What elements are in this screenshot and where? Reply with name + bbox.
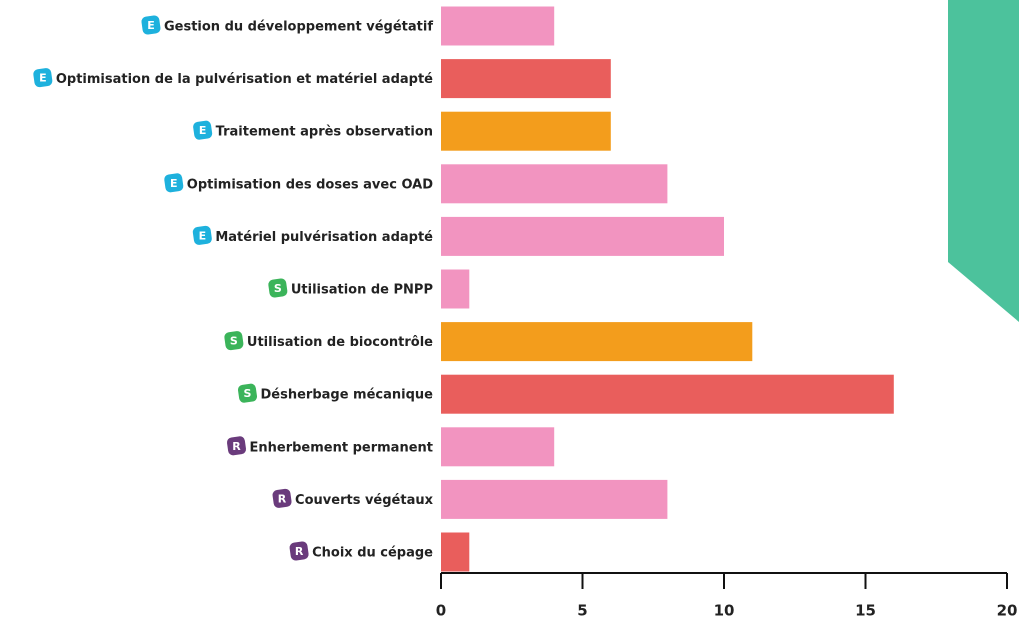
badge xyxy=(268,278,288,298)
y-tick-label: Utilisation de biocontrôle xyxy=(247,335,433,350)
badge xyxy=(272,488,292,508)
badge-letter: R xyxy=(232,440,241,453)
bar xyxy=(441,6,555,46)
badge xyxy=(193,120,213,140)
x-tick-label: 15 xyxy=(855,602,876,620)
badge-letter: S xyxy=(244,387,252,400)
badge xyxy=(226,436,247,456)
bar xyxy=(441,111,611,151)
badge xyxy=(141,15,161,35)
badge xyxy=(289,541,309,561)
decoration xyxy=(948,0,1019,322)
y-tick-label: Utilisation de PNPP xyxy=(291,283,433,298)
y-tick-label: Optimisation des doses avec OAD xyxy=(187,177,433,192)
y-tick-label: Matériel pulvérisation adapté xyxy=(215,230,433,245)
bar xyxy=(441,479,668,519)
badge xyxy=(224,331,244,351)
badge-letter: E xyxy=(147,19,155,32)
badge-letter: S xyxy=(230,335,238,348)
bar xyxy=(441,374,894,414)
bar xyxy=(441,532,470,572)
y-tick-label: Optimisation de la pulvérisation et maté… xyxy=(56,72,433,87)
y-tick-label: Désherbage mécanique xyxy=(261,388,434,403)
badge xyxy=(192,225,212,245)
bar xyxy=(441,427,555,467)
badge-letter: E xyxy=(199,229,207,242)
badge xyxy=(33,68,53,88)
badge-letter: R xyxy=(295,545,304,558)
bar xyxy=(441,59,611,99)
badge xyxy=(164,173,184,193)
y-tick-label: Traitement après observation xyxy=(216,125,433,140)
badge xyxy=(237,383,258,403)
bar xyxy=(441,322,753,362)
y-tick-label: Choix du cépage xyxy=(312,546,433,561)
x-tick-label: 0 xyxy=(436,602,446,620)
badge-letter: E xyxy=(170,177,178,190)
x-tick-label: 5 xyxy=(577,602,587,620)
x-tick-label: 20 xyxy=(997,602,1018,620)
badge-letter: S xyxy=(274,282,282,295)
y-tick-label: Enherbement permanent xyxy=(250,440,434,455)
bar xyxy=(441,216,724,256)
bar xyxy=(441,269,470,309)
y-tick-label: Couverts végétaux xyxy=(295,493,434,508)
x-tick-label: 10 xyxy=(714,602,735,620)
badge-letter: R xyxy=(278,492,287,505)
badge-letter: E xyxy=(39,72,47,85)
y-tick-label: Gestion du développement végétatif xyxy=(164,20,433,35)
bar xyxy=(441,164,668,204)
badge-letter: E xyxy=(199,124,207,137)
